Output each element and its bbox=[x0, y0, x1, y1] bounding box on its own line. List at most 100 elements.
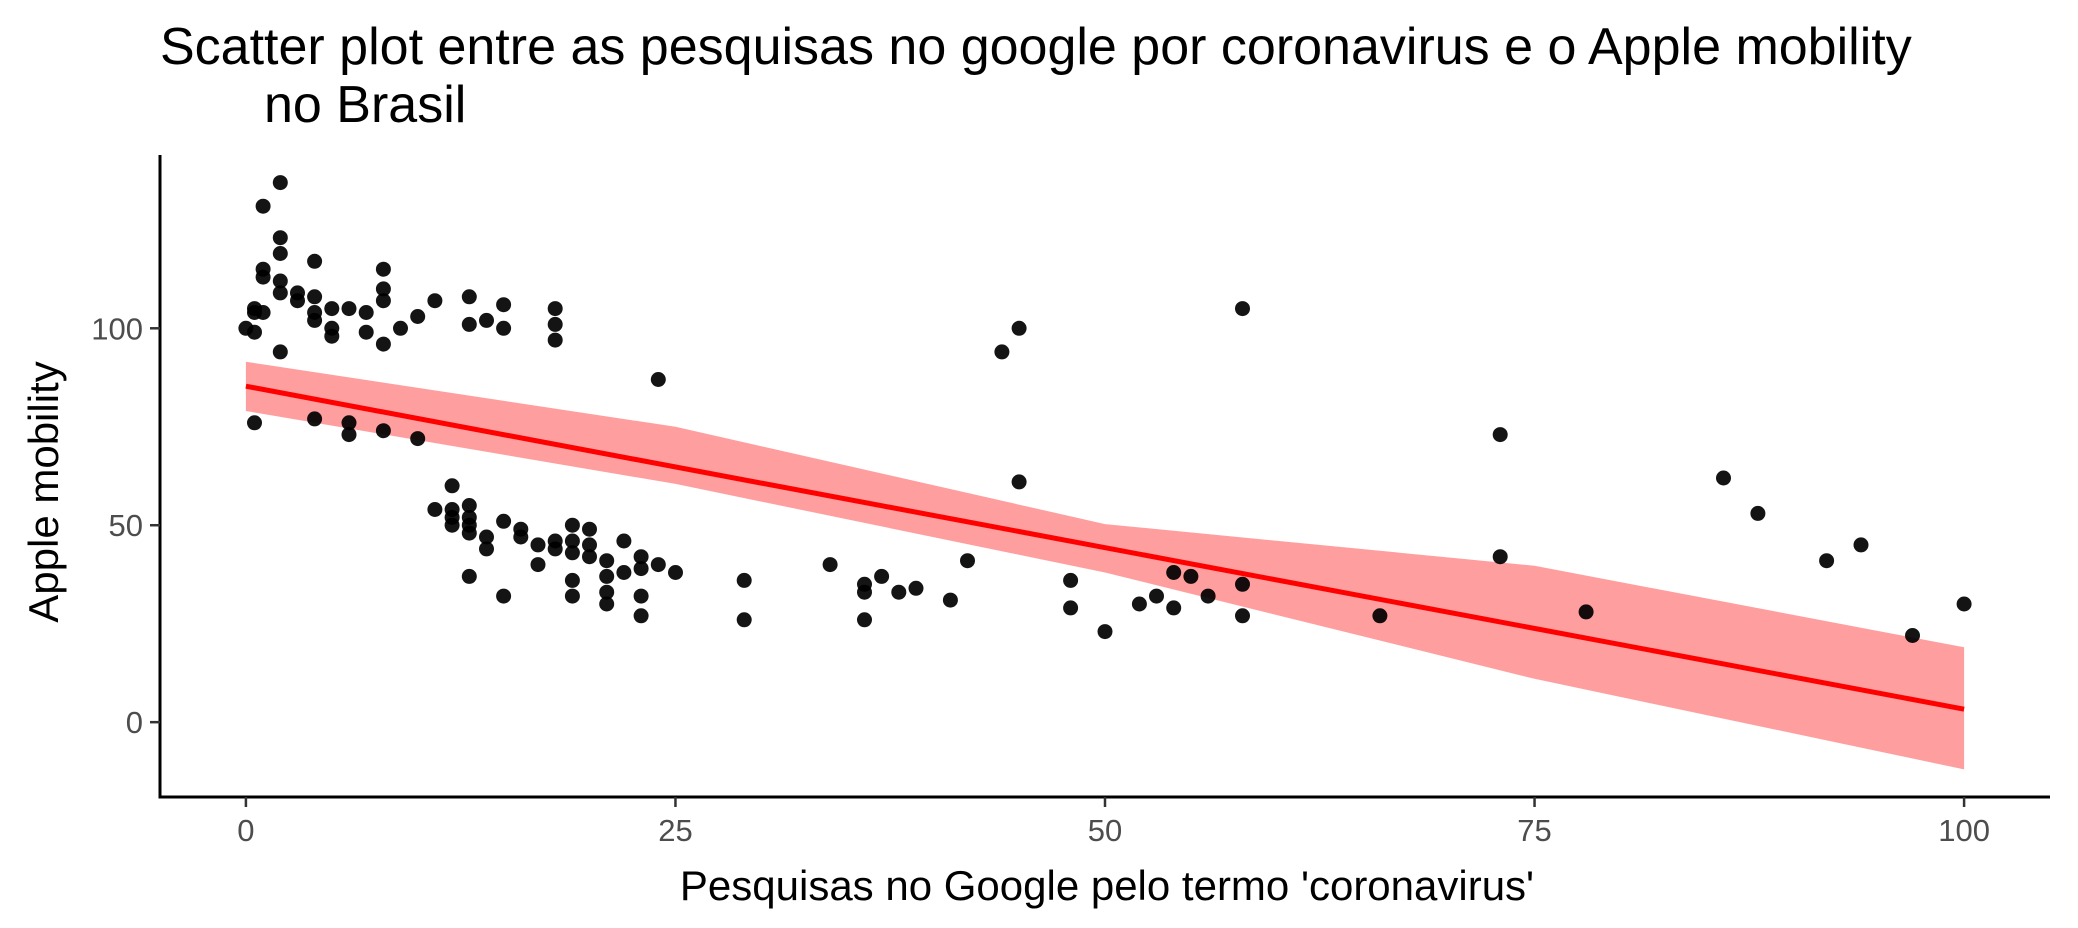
scatter-point bbox=[461, 498, 477, 513]
scatter-point bbox=[461, 568, 477, 584]
scatter-point bbox=[479, 529, 494, 545]
scatter-point bbox=[1235, 576, 1250, 592]
scatter-point bbox=[272, 344, 288, 360]
scatter-point bbox=[633, 608, 649, 624]
scatter-point bbox=[1166, 600, 1182, 616]
scatter-point bbox=[1578, 604, 1594, 620]
scatter-point bbox=[324, 328, 340, 344]
scatter-point bbox=[564, 572, 580, 588]
scatter-point bbox=[582, 521, 597, 537]
scatter-point bbox=[1492, 549, 1508, 565]
scatter-point bbox=[513, 529, 529, 545]
scatter-point bbox=[857, 584, 872, 600]
scatter-point bbox=[272, 285, 288, 301]
scatter-point bbox=[496, 320, 512, 336]
scatter-point bbox=[375, 423, 391, 439]
scatter-point bbox=[650, 557, 666, 573]
scatter-point bbox=[358, 305, 374, 320]
scatter-point bbox=[857, 612, 872, 628]
scatter-point bbox=[358, 324, 374, 340]
x-tick-label: 25 bbox=[658, 813, 692, 848]
scatter-point bbox=[1131, 596, 1147, 612]
scatter-point bbox=[375, 293, 391, 309]
scatter-point bbox=[324, 301, 340, 317]
scatter-point bbox=[444, 517, 460, 533]
scatter-point bbox=[616, 565, 632, 580]
scatter-point bbox=[290, 293, 305, 309]
scatter-point bbox=[410, 431, 426, 447]
scatter-point bbox=[272, 246, 288, 261]
y-tick-label: 100 bbox=[91, 311, 143, 346]
scatter-point bbox=[668, 565, 683, 580]
scatter-point bbox=[307, 312, 323, 328]
scatter-point bbox=[1011, 320, 1027, 336]
scatter-point bbox=[1011, 474, 1027, 490]
scatter-point bbox=[375, 261, 391, 277]
scatter-point bbox=[633, 588, 649, 604]
scatter-point bbox=[255, 305, 271, 320]
scatter-point bbox=[341, 415, 357, 431]
scatter-point bbox=[530, 537, 546, 553]
scatter-point bbox=[272, 273, 288, 289]
scatter-point bbox=[582, 549, 597, 565]
scatter-point bbox=[1149, 588, 1164, 604]
x-tick-label: 100 bbox=[1938, 813, 1990, 848]
y-tick-label: 0 bbox=[126, 705, 143, 740]
scatter-point bbox=[496, 588, 512, 604]
scatter-point bbox=[874, 568, 890, 584]
scatter-point bbox=[307, 411, 323, 427]
y-tick-label: 50 bbox=[109, 508, 143, 543]
scatter-point bbox=[255, 269, 271, 285]
scatter-point bbox=[427, 293, 443, 309]
scatter-point bbox=[994, 344, 1010, 360]
scatter-point bbox=[599, 568, 615, 584]
scatter-point bbox=[650, 372, 666, 387]
scatter-point bbox=[564, 545, 580, 561]
scatter-point bbox=[427, 502, 443, 517]
scatter-point bbox=[1200, 588, 1216, 604]
scatter-point bbox=[479, 541, 494, 557]
scatter-point bbox=[564, 588, 580, 604]
scatter-point bbox=[307, 289, 323, 305]
scatter-point bbox=[547, 332, 563, 348]
scatter-point bbox=[341, 427, 357, 443]
scatter-point bbox=[616, 533, 632, 549]
scatter-point bbox=[444, 478, 460, 494]
x-tick-label: 0 bbox=[237, 813, 254, 848]
scatter-point bbox=[307, 253, 323, 269]
scatter-point bbox=[1235, 608, 1250, 624]
scatter-point bbox=[1750, 505, 1766, 521]
scatter-point bbox=[272, 175, 288, 191]
scatter-point bbox=[1063, 600, 1079, 616]
scatter-point bbox=[410, 309, 426, 324]
scatter-point bbox=[1716, 470, 1731, 486]
scatter-point bbox=[599, 553, 615, 569]
scatter-point bbox=[1166, 565, 1182, 580]
scatter-point bbox=[960, 553, 975, 569]
scatter-point bbox=[393, 320, 408, 336]
scatter-point bbox=[375, 336, 391, 352]
chart-title-line1: Scatter plot entre as pesquisas no googl… bbox=[160, 18, 1912, 76]
scatter-point bbox=[375, 281, 391, 297]
scatter-point bbox=[341, 301, 357, 317]
scatter-point bbox=[247, 324, 262, 340]
scatter-point bbox=[1853, 537, 1869, 553]
scatter-point bbox=[547, 316, 563, 332]
scatter-point bbox=[496, 297, 512, 313]
scatter-point bbox=[530, 557, 546, 573]
scatter-point bbox=[736, 572, 752, 588]
scatter-point bbox=[496, 513, 512, 529]
scatter-point bbox=[1492, 427, 1508, 443]
scatter-point bbox=[736, 612, 752, 628]
scatter-point bbox=[564, 533, 580, 549]
scatter-point bbox=[599, 584, 615, 600]
scatter-point bbox=[255, 198, 271, 214]
scatter-point bbox=[547, 301, 563, 317]
scatter-point bbox=[1819, 553, 1835, 569]
regression-line bbox=[245, 383, 1965, 712]
x-tick-label: 75 bbox=[1517, 813, 1551, 848]
scatter-point bbox=[633, 561, 649, 577]
scatter-point bbox=[1905, 628, 1920, 643]
